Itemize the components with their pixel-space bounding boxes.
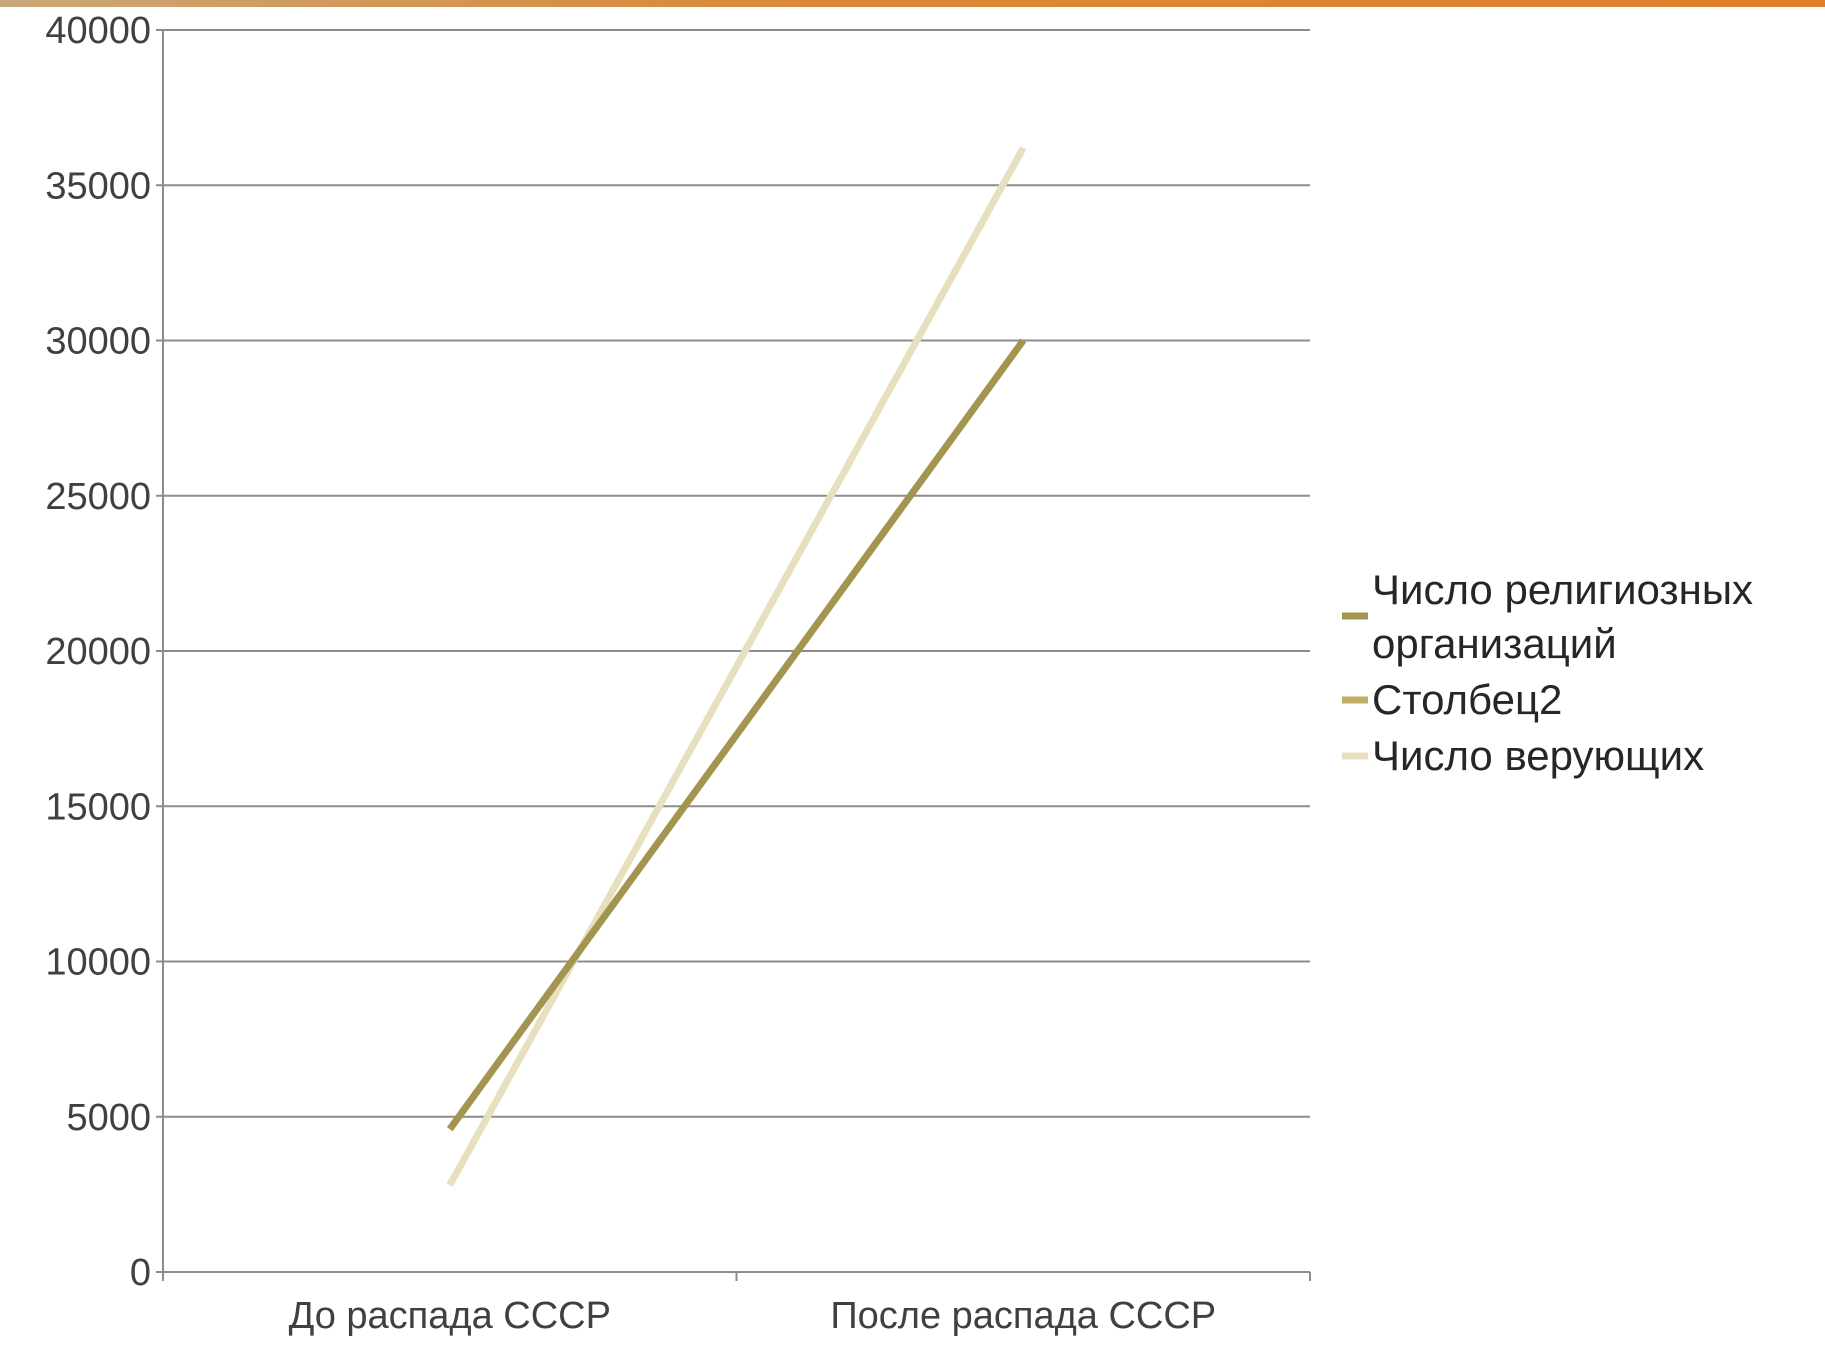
legend-label: Число верующих	[1372, 732, 1704, 779]
y-tick-label: 0	[130, 1252, 151, 1294]
series-line-2	[446, 146, 1027, 1187]
y-tick-label: 20000	[45, 631, 151, 673]
series-line-0	[446, 338, 1027, 1132]
x-tick-label: До распада СССР	[289, 1295, 611, 1337]
y-tick-label: 35000	[45, 165, 151, 207]
legend-item-1: Столбец2	[1342, 676, 1562, 723]
legend-item-2: Число верующих	[1342, 732, 1704, 779]
series-lines	[446, 146, 1027, 1187]
legend-label: организаций	[1372, 620, 1617, 667]
x-tick-label: После распада СССР	[830, 1295, 1216, 1337]
legend-label: Число религиозных	[1372, 566, 1753, 613]
y-tick-label: 30000	[45, 321, 151, 363]
x-axis-tick-labels: До распада СССР После распада СССР	[289, 1295, 1217, 1337]
y-tick-label: 40000	[45, 10, 151, 52]
top-accent-stripe	[0, 0, 1825, 7]
axes	[156, 29, 1311, 1281]
y-tick-label: 10000	[45, 942, 151, 984]
y-tick-label: 15000	[45, 786, 151, 828]
legend: Число религиозных организаций Столбец2 Числ…	[1342, 566, 1753, 779]
y-tick-label: 5000	[66, 1097, 151, 1139]
legend-label: Столбец2	[1372, 676, 1562, 723]
y-tick-label: 25000	[45, 476, 151, 518]
legend-item-0: Число религиозных организаций	[1342, 566, 1753, 667]
gridlines	[163, 29, 1310, 1118]
y-axis-tick-labels: 0 5000 10000 15000 20000 25000 30000 35000 40000	[45, 10, 151, 1294]
